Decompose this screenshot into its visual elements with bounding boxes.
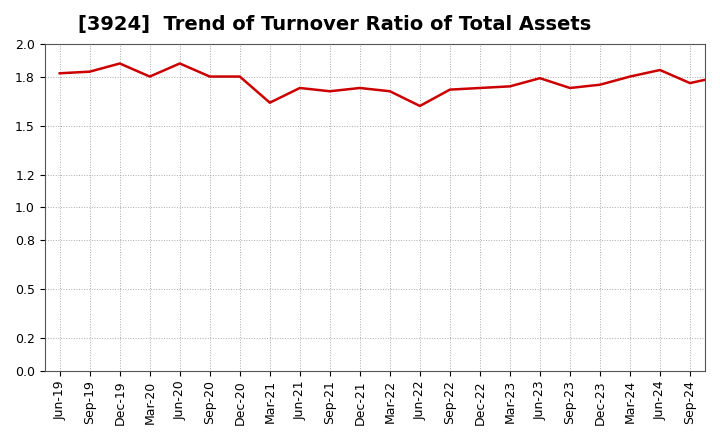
Text: [3924]  Trend of Turnover Ratio of Total Assets: [3924] Trend of Turnover Ratio of Total … (78, 15, 591, 34)
